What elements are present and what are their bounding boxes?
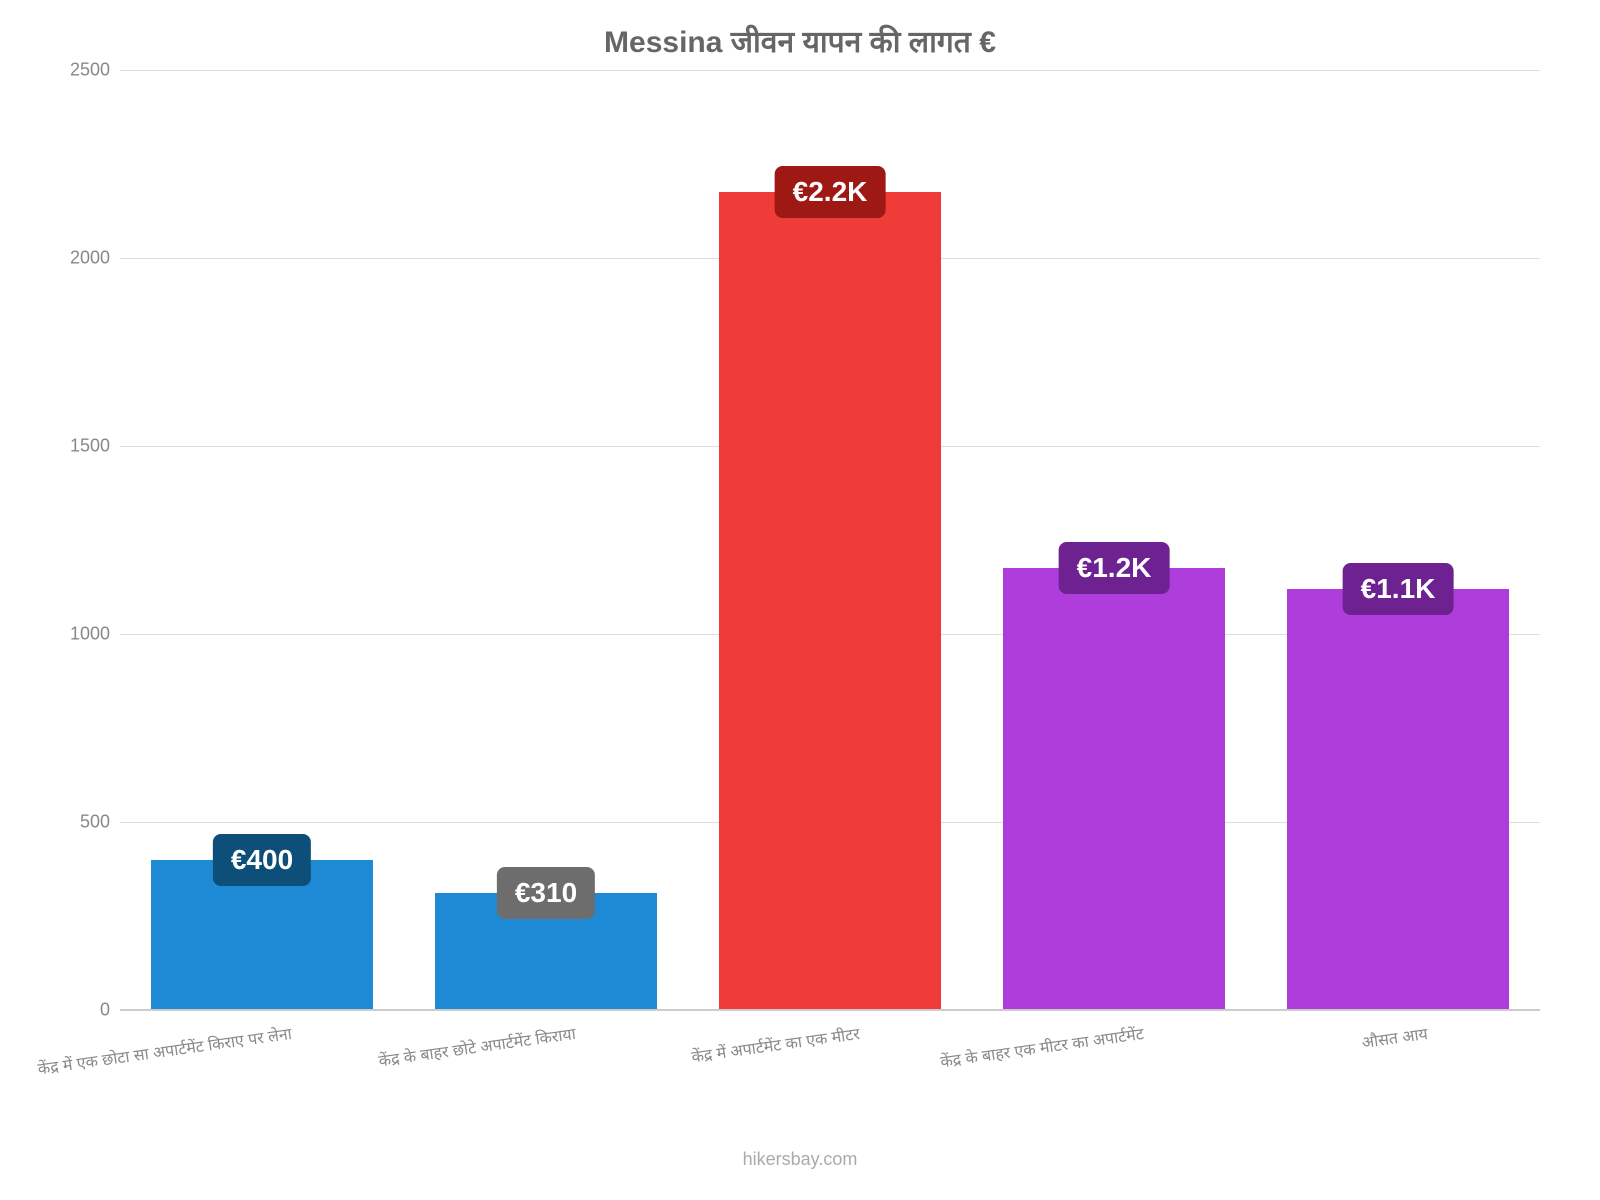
y-tick-label: 1000: [70, 624, 120, 645]
x-tick-label: केंद्र में अपार्टमेंट का एक मीटर: [690, 1022, 861, 1067]
x-tick-label: केंद्र के बाहर एक मीटर का अपार्टमेंट: [939, 1022, 1145, 1072]
bar-slot: €310केंद्र के बाहर छोटे अपार्टमेंट किराय…: [404, 70, 688, 1010]
x-tick-label: केंद्र में एक छोटा सा अपार्टमेंट किराए प…: [37, 1022, 294, 1079]
y-tick-label: 2500: [70, 60, 120, 81]
bar-value-label: €2.2K: [775, 166, 886, 218]
y-tick-label: 2000: [70, 248, 120, 269]
y-tick-label: 1500: [70, 436, 120, 457]
bar-value-label: €1.2K: [1059, 542, 1170, 594]
bar-value-label: €1.1K: [1343, 563, 1454, 615]
y-tick-label: 500: [80, 812, 120, 833]
bar: [1287, 589, 1509, 1010]
bar-value-label: €400: [213, 834, 311, 886]
plot-area: 05001000150020002500 €400केंद्र में एक छ…: [120, 70, 1540, 1010]
chart-footer-attribution: hikersbay.com: [0, 1149, 1600, 1170]
bar-slot: €2.2Kकेंद्र में अपार्टमेंट का एक मीटर: [688, 70, 972, 1010]
chart-title: Messina जीवन यापन की लागत €: [0, 20, 1600, 61]
cost-of-living-chart: Messina जीवन यापन की लागत € 050010001500…: [0, 0, 1600, 1200]
x-axis-line: [120, 1009, 1540, 1011]
bar: [719, 192, 941, 1010]
bar-value-label: €310: [497, 867, 595, 919]
bar-slot: €1.2Kकेंद्र के बाहर एक मीटर का अपार्टमें…: [972, 70, 1256, 1010]
x-tick-label: औसत आय: [1361, 1022, 1430, 1053]
y-tick-label: 0: [100, 1000, 120, 1021]
bar: [1003, 568, 1225, 1010]
bar-slot: €1.1Kऔसत आय: [1256, 70, 1540, 1010]
x-tick-label: केंद्र के बाहर छोटे अपार्टमेंट किराया: [378, 1022, 578, 1071]
bar-slot: €400केंद्र में एक छोटा सा अपार्टमेंट किर…: [120, 70, 404, 1010]
